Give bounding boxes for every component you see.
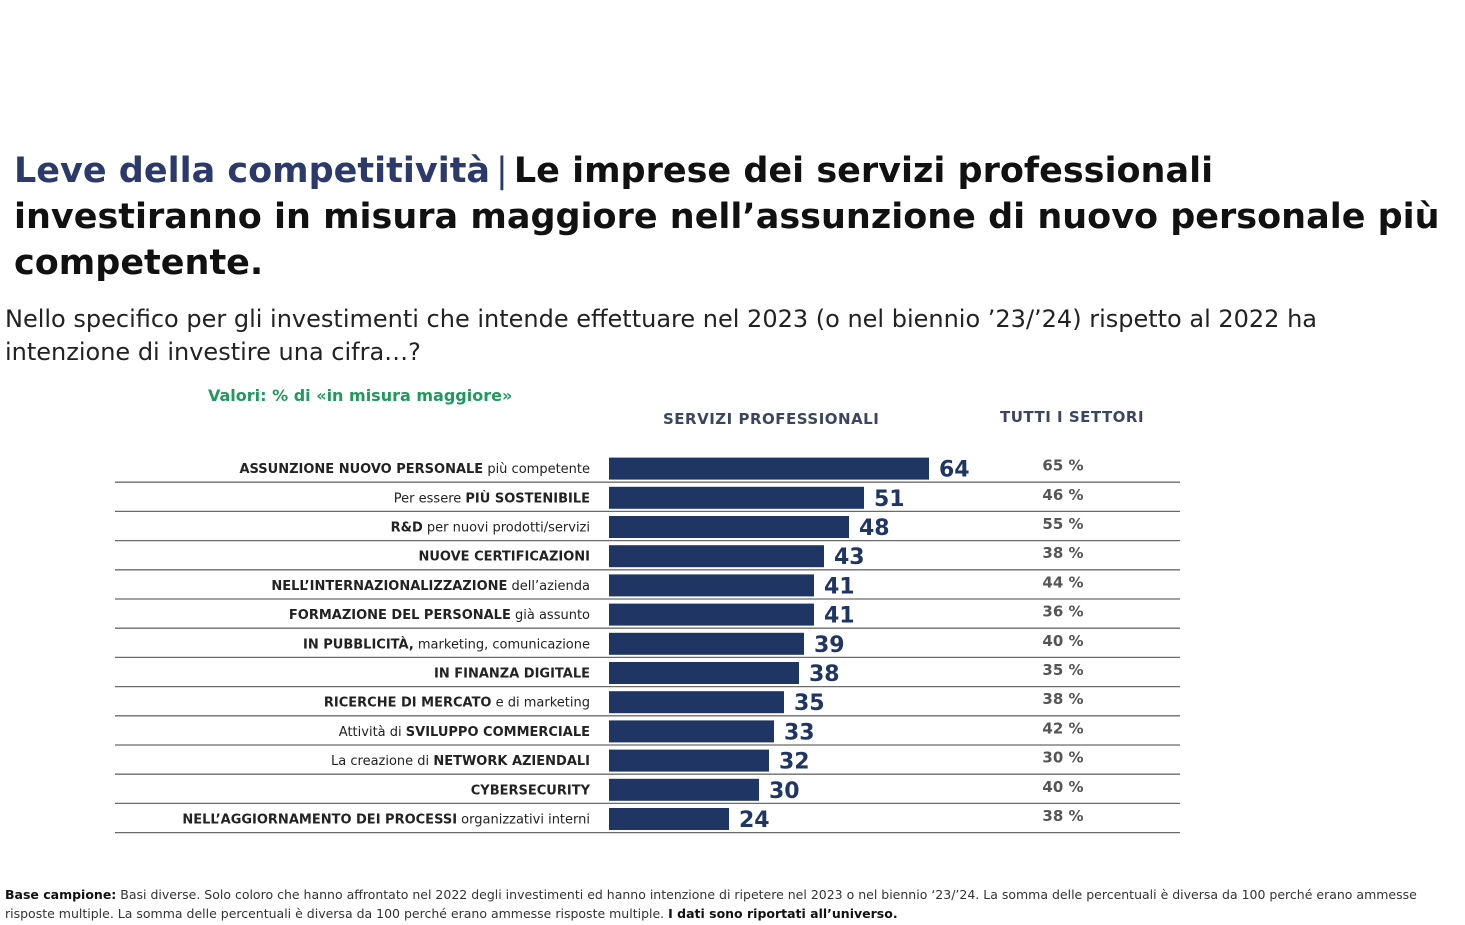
all-sectors-value: 65 % (1042, 457, 1083, 475)
category-label: CYBERSECURITY (471, 783, 591, 798)
bar-servizi-professionali (609, 574, 814, 597)
bar-value-label: 51 (874, 487, 905, 512)
all-sectors-value: 38 % (1042, 544, 1083, 562)
all-sectors-value: 40 % (1042, 632, 1083, 650)
bar-servizi-professionali (609, 662, 799, 684)
bar-servizi-professionali (609, 486, 864, 509)
title-accent: Leve della competitività (14, 151, 491, 191)
category-label: RICERCHE DI MERCATO e di marketing (324, 696, 590, 711)
values-note: Valori: % di «in misura maggiore» (208, 386, 513, 405)
bar-value-label: 35 (794, 691, 825, 716)
bar-value-label: 48 (859, 516, 890, 541)
title-main: Le imprese dei servizi professionali inv… (14, 151, 1440, 283)
bar-value-label: 41 (824, 574, 855, 599)
category-label: ASSUNZIONE NUOVO PERSONALE più competent… (239, 462, 590, 477)
all-sectors-value: 40 % (1042, 778, 1083, 796)
category-label: NUOVE CERTIFICAZIONI (418, 550, 590, 565)
footnote: Base campione: Basi diverse. Solo coloro… (5, 885, 1445, 923)
all-sectors-value: 38 % (1042, 807, 1083, 825)
column-header-all-sectors: TUTTI I SETTORI (1000, 408, 1145, 426)
bar-servizi-professionali (609, 632, 804, 655)
category-label: Per essere PIÙ SOSTENIBILE (394, 490, 590, 506)
all-sectors-value: 35 % (1042, 661, 1083, 679)
bar-value-label: 64 (939, 458, 970, 483)
all-sectors-value: 38 % (1042, 690, 1083, 708)
category-label: NELL’INTERNAZIONALIZZAZIONE dell’azienda (271, 579, 590, 594)
bar-servizi-professionali (609, 808, 729, 830)
bar-servizi-professionali (609, 457, 929, 480)
footnote-tail: I dati sono riportati all’universo. (668, 906, 898, 921)
category-label: IN FINANZA DIGITALE (434, 667, 590, 682)
all-sectors-value: 44 % (1042, 573, 1083, 591)
all-sectors-value: 30 % (1042, 749, 1083, 767)
category-label: Attività di SVILUPPO COMMERCIALE (339, 725, 590, 740)
title-separator: | (496, 151, 508, 191)
footnote-lead: Base campione: (5, 887, 117, 902)
bar-value-label: 41 (824, 604, 855, 629)
survey-question: Nello specifico per gli investimenti che… (5, 305, 1317, 366)
bar-servizi-professionali (609, 720, 774, 743)
bar-value-label: 32 (779, 750, 810, 775)
bar-value-label: 38 (809, 662, 840, 687)
bar-value-label: 24 (739, 808, 770, 833)
bar-servizi-professionali (609, 778, 759, 801)
category-label: IN PUBBLICITÀ, marketing, comunicazione (303, 636, 590, 652)
all-sectors-value: 42 % (1042, 719, 1083, 737)
all-sectors-value: 46 % (1042, 486, 1083, 504)
all-sectors-value: 55 % (1042, 515, 1083, 533)
page-title: Leve della competitività | Le imprese dei … (14, 148, 1454, 286)
footnote-body: Basi diverse. Solo coloro che hanno affr… (5, 887, 1417, 921)
column-header-sector: SERVIZI PROFESSIONALI (663, 410, 880, 428)
bar-value-label: 39 (814, 633, 845, 658)
bar-value-label: 33 (784, 720, 815, 745)
all-sectors-value: 36 % (1042, 603, 1083, 621)
bar-servizi-professionali (609, 691, 784, 714)
category-label: La creazione di NETWORK AZIENDALI (331, 754, 590, 769)
bar-servizi-professionali (609, 749, 769, 772)
bar-value-label: 43 (834, 545, 865, 570)
bar-servizi-professionali (609, 545, 824, 568)
bar-servizi-professionali (609, 603, 814, 626)
category-label: FORMAZIONE DEL PERSONALE già assunto (289, 608, 590, 623)
bar-servizi-professionali (609, 516, 849, 538)
category-label: NELL’AGGIORNAMENTO DEI PROCESSI organizz… (182, 813, 590, 828)
bar-value-label: 30 (769, 779, 800, 804)
category-label: R&D per nuovi prodotti/servizi (391, 521, 590, 536)
